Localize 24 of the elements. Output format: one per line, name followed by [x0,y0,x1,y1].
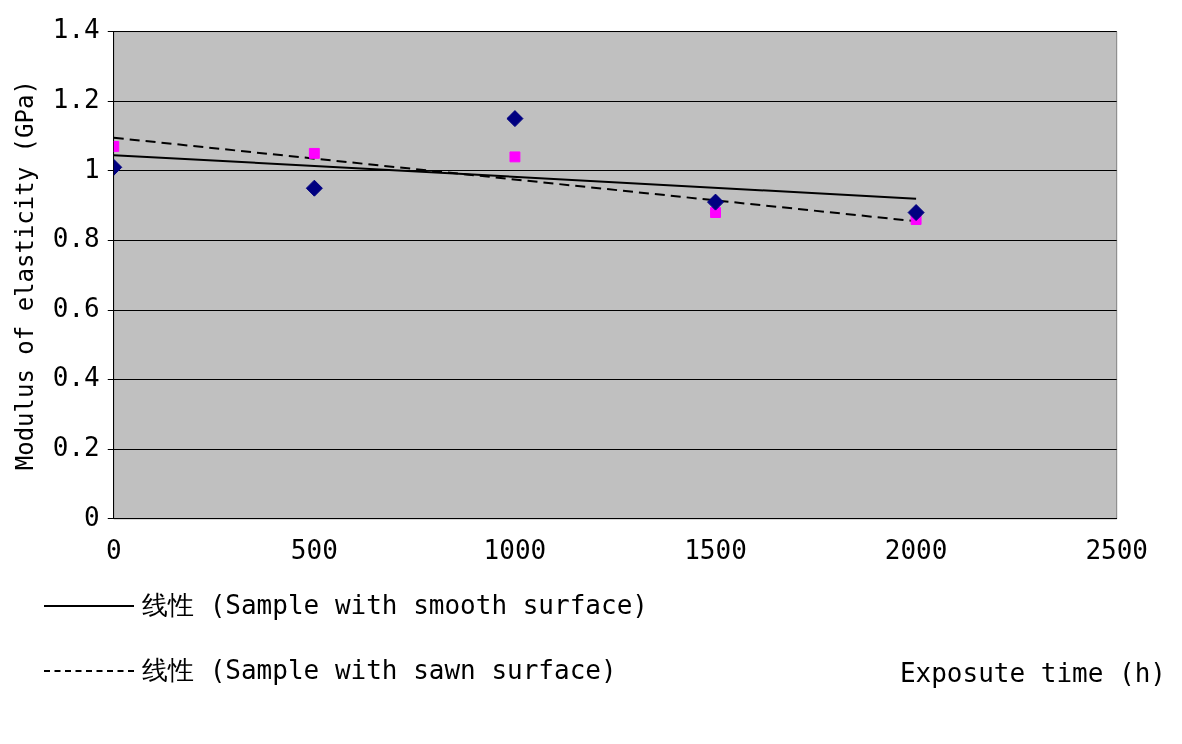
y-tick-label: 0.4 [52,362,100,393]
point [907,204,925,222]
point [305,179,323,197]
legend-label: 线性 (Sample with smooth surface) [142,589,648,622]
x-tick-label: 500 [290,535,338,566]
point [707,193,725,211]
x-tick-label: 2500 [1085,535,1149,566]
x-tick-label: 0 [105,535,122,566]
x-tick-label: 1000 [483,535,547,566]
point [509,151,521,163]
x-tick-label: 1500 [684,535,747,566]
y-tick-label: 0.2 [52,431,100,462]
legend-label: 线性 (Sample with sawn surface) [142,654,617,687]
x-tick-label: 2000 [884,535,948,566]
y-tick-label: 0.8 [52,223,100,254]
point [308,147,320,159]
y-tick-label: 0 [84,501,100,532]
y-tick-label: 1.2 [52,83,100,114]
y-tick-label: 1.4 [52,14,100,45]
y-tick-label: 1 [84,153,100,184]
y-axis-title: Modulus of elasticity (GPa) [10,80,39,471]
x-axis-title: Exposute time (h) [899,658,1166,688]
point [506,110,524,128]
y-tick-label: 0.6 [52,292,100,323]
